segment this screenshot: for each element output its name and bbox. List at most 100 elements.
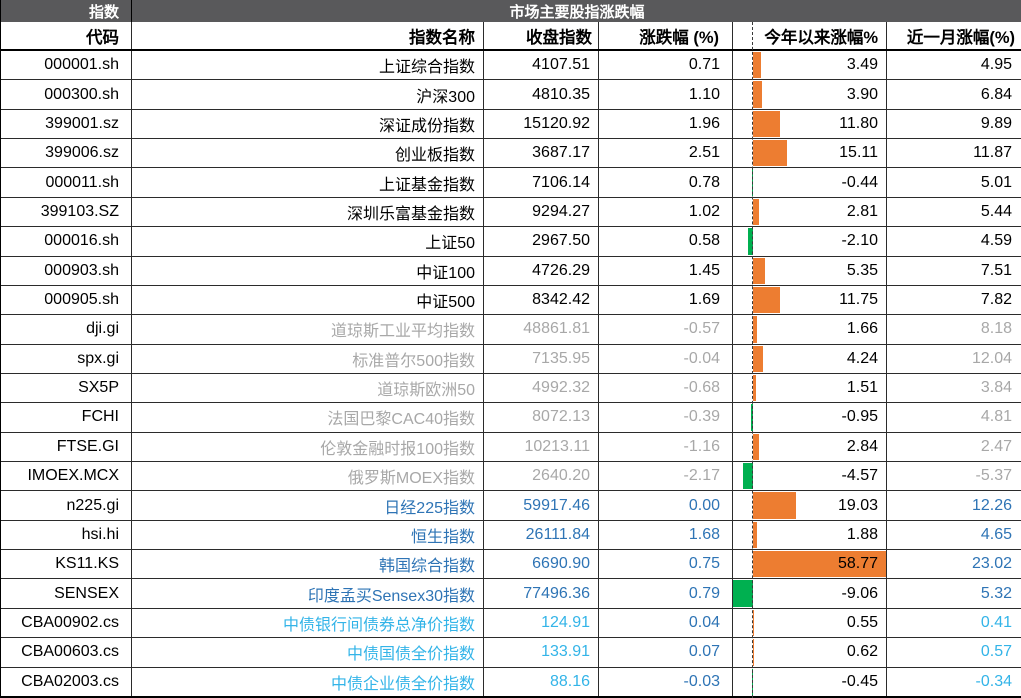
cell-index-name[interactable]: 伦敦金融时报100指数 (132, 432, 484, 462)
cell-ytd-percent[interactable]: 11.80 (733, 109, 887, 139)
cell-ytd-percent[interactable]: 1.66 (733, 315, 887, 344)
cell-close-value[interactable]: 4107.51 (484, 51, 599, 80)
cell-close-value[interactable]: 133.91 (484, 638, 599, 667)
cell-month-percent[interactable]: 8.18 (980, 320, 1012, 338)
cell-month-percent[interactable]: -0.34 (975, 672, 1012, 690)
corner-header-cell[interactable]: 指数 (1, 0, 132, 22)
cell-change-percent[interactable]: 0.04 (599, 608, 733, 638)
cell-index-code[interactable]: hsi.hi (1, 520, 132, 550)
cell-index-name[interactable]: 中债国债全价指数 (132, 638, 484, 667)
cell-month-percent[interactable]: 2.47 (980, 437, 1012, 455)
cell-month-percent[interactable]: 4.95 (980, 56, 1012, 74)
cell-index-name[interactable]: 中证500 (132, 285, 484, 315)
cell-ytd-percent[interactable]: 19.03 (733, 491, 887, 520)
cell-index-name[interactable]: 道琼斯工业平均指数 (132, 315, 484, 344)
cell-index-code[interactable]: 000905.sh (1, 285, 132, 315)
cell-month-percent[interactable]: 12.26 (971, 496, 1012, 514)
cell-ytd-percent[interactable]: 5.35 (733, 256, 887, 285)
cell-change-percent[interactable]: 0.78 (599, 168, 733, 197)
cell-close-value[interactable]: 10213.11 (484, 432, 599, 462)
cell-index-code[interactable]: KS11.KS (1, 550, 132, 579)
cell-index-code[interactable]: 000300.sh (1, 80, 132, 109)
cell-month-percent[interactable]: 12.04 (971, 349, 1012, 367)
cell-month-percent[interactable]: 9.89 (980, 114, 1012, 132)
cell-change-percent[interactable]: -0.03 (599, 667, 733, 696)
cell-ytd-percent[interactable]: 3.49 (733, 51, 887, 80)
cell-close-value[interactable]: 8342.42 (484, 285, 599, 315)
cell-ytd-percent[interactable]: 4.24 (733, 344, 887, 373)
column-header-month[interactable]: 近一月涨幅(%) (906, 28, 1015, 47)
cell-close-value[interactable]: 7135.95 (484, 344, 599, 373)
cell-ytd-percent[interactable]: 58.77 (733, 550, 887, 579)
cell-index-code[interactable]: 000903.sh (1, 256, 132, 285)
cell-index-name[interactable]: 创业板指数 (132, 139, 484, 168)
column-header-change[interactable]: 涨跌幅 (%) (599, 22, 733, 49)
cell-ytd-percent[interactable]: 0.55 (733, 608, 887, 638)
cell-change-percent[interactable]: 0.71 (599, 51, 733, 80)
cell-ytd-percent[interactable]: 1.88 (733, 520, 887, 550)
cell-index-name[interactable]: 沪深300 (132, 80, 484, 109)
cell-index-code[interactable]: 000001.sh (1, 51, 132, 80)
cell-index-name[interactable]: 上证基金指数 (132, 168, 484, 197)
cell-index-code[interactable]: CBA00902.cs (1, 608, 132, 638)
cell-ytd-percent[interactable]: 0.62 (733, 638, 887, 667)
cell-index-name[interactable]: 俄罗斯MOEX指数 (132, 462, 484, 491)
cell-month-percent[interactable]: 5.01 (980, 173, 1012, 191)
cell-month-percent[interactable]: 11.87 (973, 144, 1012, 162)
cell-index-code[interactable]: 000016.sh (1, 227, 132, 256)
cell-index-name[interactable]: 印度孟买Sensex30指数 (132, 579, 484, 608)
cell-index-code[interactable]: SENSEX (1, 579, 132, 608)
cell-month-percent[interactable]: 7.51 (980, 261, 1012, 279)
cell-close-value[interactable]: 59917.46 (484, 491, 599, 520)
cell-change-percent[interactable]: 1.45 (599, 256, 733, 285)
cell-change-percent[interactable]: -0.39 (599, 403, 733, 432)
cell-ytd-percent[interactable]: 2.81 (733, 197, 887, 227)
cell-index-code[interactable]: 000011.sh (1, 168, 132, 197)
cell-close-value[interactable]: 77496.36 (484, 579, 599, 608)
cell-change-percent[interactable]: 0.79 (599, 579, 733, 608)
cell-index-code[interactable]: IMOEX.MCX (1, 462, 132, 491)
column-header-ytd[interactable]: 今年以来涨幅% (733, 22, 887, 49)
cell-close-value[interactable]: 4810.35 (484, 80, 599, 109)
cell-month-percent[interactable]: 4.59 (980, 232, 1012, 250)
cell-index-code[interactable]: 399001.sz (1, 109, 132, 139)
cell-close-value[interactable]: 3687.17 (484, 139, 599, 168)
cell-change-percent[interactable]: 0.58 (599, 227, 733, 256)
cell-index-name[interactable]: 法国巴黎CAC40指数 (132, 403, 484, 432)
cell-month-percent[interactable]: -5.37 (975, 467, 1012, 485)
cell-change-percent[interactable]: -0.68 (599, 373, 733, 403)
cell-index-name[interactable]: 标准普尔500指数 (132, 344, 484, 373)
cell-index-code[interactable]: 399006.sz (1, 139, 132, 168)
cell-index-code[interactable]: FCHI (1, 403, 132, 432)
column-header-close[interactable]: 收盘指数 (484, 22, 599, 49)
cell-change-percent[interactable]: 1.69 (599, 285, 733, 315)
cell-ytd-percent[interactable]: -0.95 (733, 403, 887, 432)
cell-ytd-percent[interactable]: -0.45 (733, 667, 887, 696)
cell-index-name[interactable]: 日经225指数 (132, 491, 484, 520)
cell-month-percent[interactable]: 5.44 (980, 202, 1012, 220)
cell-index-name[interactable]: 深证成份指数 (132, 109, 484, 139)
cell-close-value[interactable]: 124.91 (484, 608, 599, 638)
cell-change-percent[interactable]: 1.10 (599, 80, 733, 109)
cell-month-percent[interactable]: 0.57 (980, 643, 1012, 661)
cell-change-percent[interactable]: -2.17 (599, 462, 733, 491)
cell-change-percent[interactable]: 1.68 (599, 520, 733, 550)
cell-index-name[interactable]: 中债企业债全价指数 (132, 667, 484, 696)
cell-close-value[interactable]: 48861.81 (484, 315, 599, 344)
cell-ytd-percent[interactable]: 11.75 (733, 285, 887, 315)
cell-change-percent[interactable]: -1.16 (599, 432, 733, 462)
column-header-code[interactable]: 代码 (1, 22, 132, 49)
cell-ytd-percent[interactable]: 1.51 (733, 373, 887, 403)
cell-close-value[interactable]: 4726.29 (484, 256, 599, 285)
cell-index-code[interactable]: CBA00603.cs (1, 638, 132, 667)
cell-close-value[interactable]: 7106.14 (484, 168, 599, 197)
cell-index-code[interactable]: spx.gi (1, 344, 132, 373)
cell-index-code[interactable]: n225.gi (1, 491, 132, 520)
cell-ytd-percent[interactable]: -4.57 (733, 462, 887, 491)
cell-change-percent[interactable]: 0.75 (599, 550, 733, 579)
cell-index-name[interactable]: 韩国综合指数 (132, 550, 484, 579)
cell-month-percent[interactable]: 7.82 (980, 291, 1012, 309)
cell-index-code[interactable]: dji.gi (1, 315, 132, 344)
cell-close-value[interactable]: 88.16 (484, 667, 599, 696)
cell-close-value[interactable]: 26111.84 (484, 520, 599, 550)
